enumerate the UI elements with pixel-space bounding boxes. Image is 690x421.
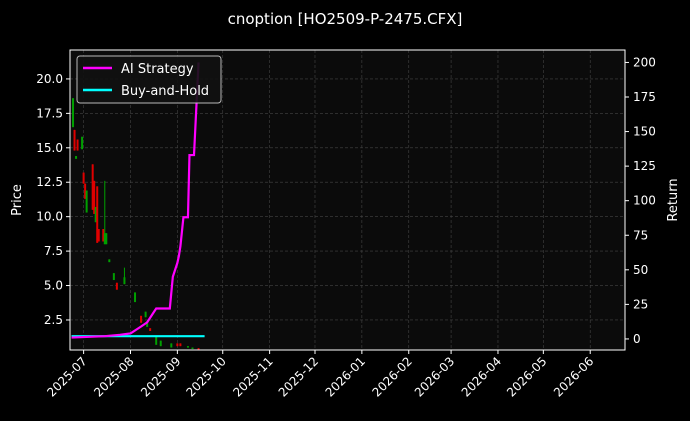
y-tick-label: 20.0 bbox=[36, 72, 63, 86]
y2-axis-label: Return bbox=[666, 178, 681, 221]
y2-tick-label: 0 bbox=[633, 332, 641, 346]
legend-label-buy-and-hold: Buy-and-Hold bbox=[121, 84, 209, 99]
candle-body bbox=[170, 343, 173, 348]
candle-body bbox=[94, 207, 97, 223]
series-lines bbox=[71, 62, 205, 339]
candle-body bbox=[103, 233, 106, 245]
candle-body bbox=[93, 180, 96, 214]
y-axis-right: 0 25 50 75 100 125 150 175 200 bbox=[625, 55, 656, 346]
candle-body bbox=[81, 136, 84, 150]
y2-tick-label: 100 bbox=[633, 194, 656, 208]
y2-tick-label: 75 bbox=[633, 228, 648, 242]
candle-body bbox=[155, 336, 158, 345]
candle-body bbox=[84, 183, 87, 199]
candle-body bbox=[73, 129, 76, 151]
candle-body bbox=[108, 259, 111, 263]
chart-title: cnoption [HO2509-P-2475.CFX] bbox=[228, 10, 463, 28]
candle-body bbox=[197, 348, 200, 350]
candle-body bbox=[144, 311, 147, 318]
candle-body bbox=[91, 164, 94, 210]
candle-body bbox=[176, 343, 179, 347]
plot-frame bbox=[69, 49, 626, 351]
candle-body bbox=[191, 347, 194, 350]
y2-tick-label: 200 bbox=[633, 55, 656, 69]
candle-body bbox=[97, 229, 100, 242]
candlesticks bbox=[72, 98, 200, 350]
legend-label-ai-strategy: AI Strategy bbox=[121, 62, 194, 77]
candle-body bbox=[105, 233, 108, 245]
candle-body bbox=[102, 229, 105, 242]
candle-body bbox=[134, 292, 137, 303]
grid-lines bbox=[70, 50, 625, 350]
y2-tick-label: 175 bbox=[633, 90, 656, 104]
candle-body bbox=[140, 315, 143, 323]
series-line-ai-strategy bbox=[71, 62, 200, 339]
y2-tick-label: 150 bbox=[633, 125, 656, 139]
y-tick-label: 7.5 bbox=[44, 244, 63, 258]
y-tick-label: 2.5 bbox=[44, 313, 63, 327]
candle-body bbox=[85, 190, 88, 213]
candle-body bbox=[149, 328, 152, 331]
candle-body bbox=[115, 282, 118, 290]
candle-body bbox=[186, 346, 189, 348]
y2-tick-label: 25 bbox=[633, 297, 648, 311]
y-tick-label: 12.5 bbox=[36, 175, 63, 189]
candle-body bbox=[76, 139, 79, 151]
candle-body bbox=[75, 156, 78, 159]
candle-body bbox=[123, 277, 126, 285]
candle-body bbox=[146, 321, 149, 327]
candle-body bbox=[179, 343, 182, 347]
y-tick-label: 17.5 bbox=[36, 106, 63, 120]
y2-tick-label: 50 bbox=[633, 263, 648, 277]
y-tick-label: 5.0 bbox=[44, 279, 63, 293]
legend: AI Strategy Buy-and-Hold bbox=[76, 55, 222, 104]
candle-body bbox=[72, 98, 75, 128]
legend-box bbox=[76, 55, 222, 104]
y2-tick-label: 125 bbox=[633, 159, 656, 173]
candle-body bbox=[112, 273, 115, 281]
candle-body bbox=[82, 172, 85, 184]
y-axis-label: Price bbox=[10, 184, 25, 216]
y-axis-left: 2.5 5.0 7.5 10.0 12.5 15.0 17.5 20.0 bbox=[36, 72, 70, 327]
candle-body bbox=[96, 186, 99, 243]
y-tick-label: 10.0 bbox=[36, 210, 63, 224]
y-tick-label: 15.0 bbox=[36, 141, 63, 155]
candle-body bbox=[159, 340, 162, 347]
